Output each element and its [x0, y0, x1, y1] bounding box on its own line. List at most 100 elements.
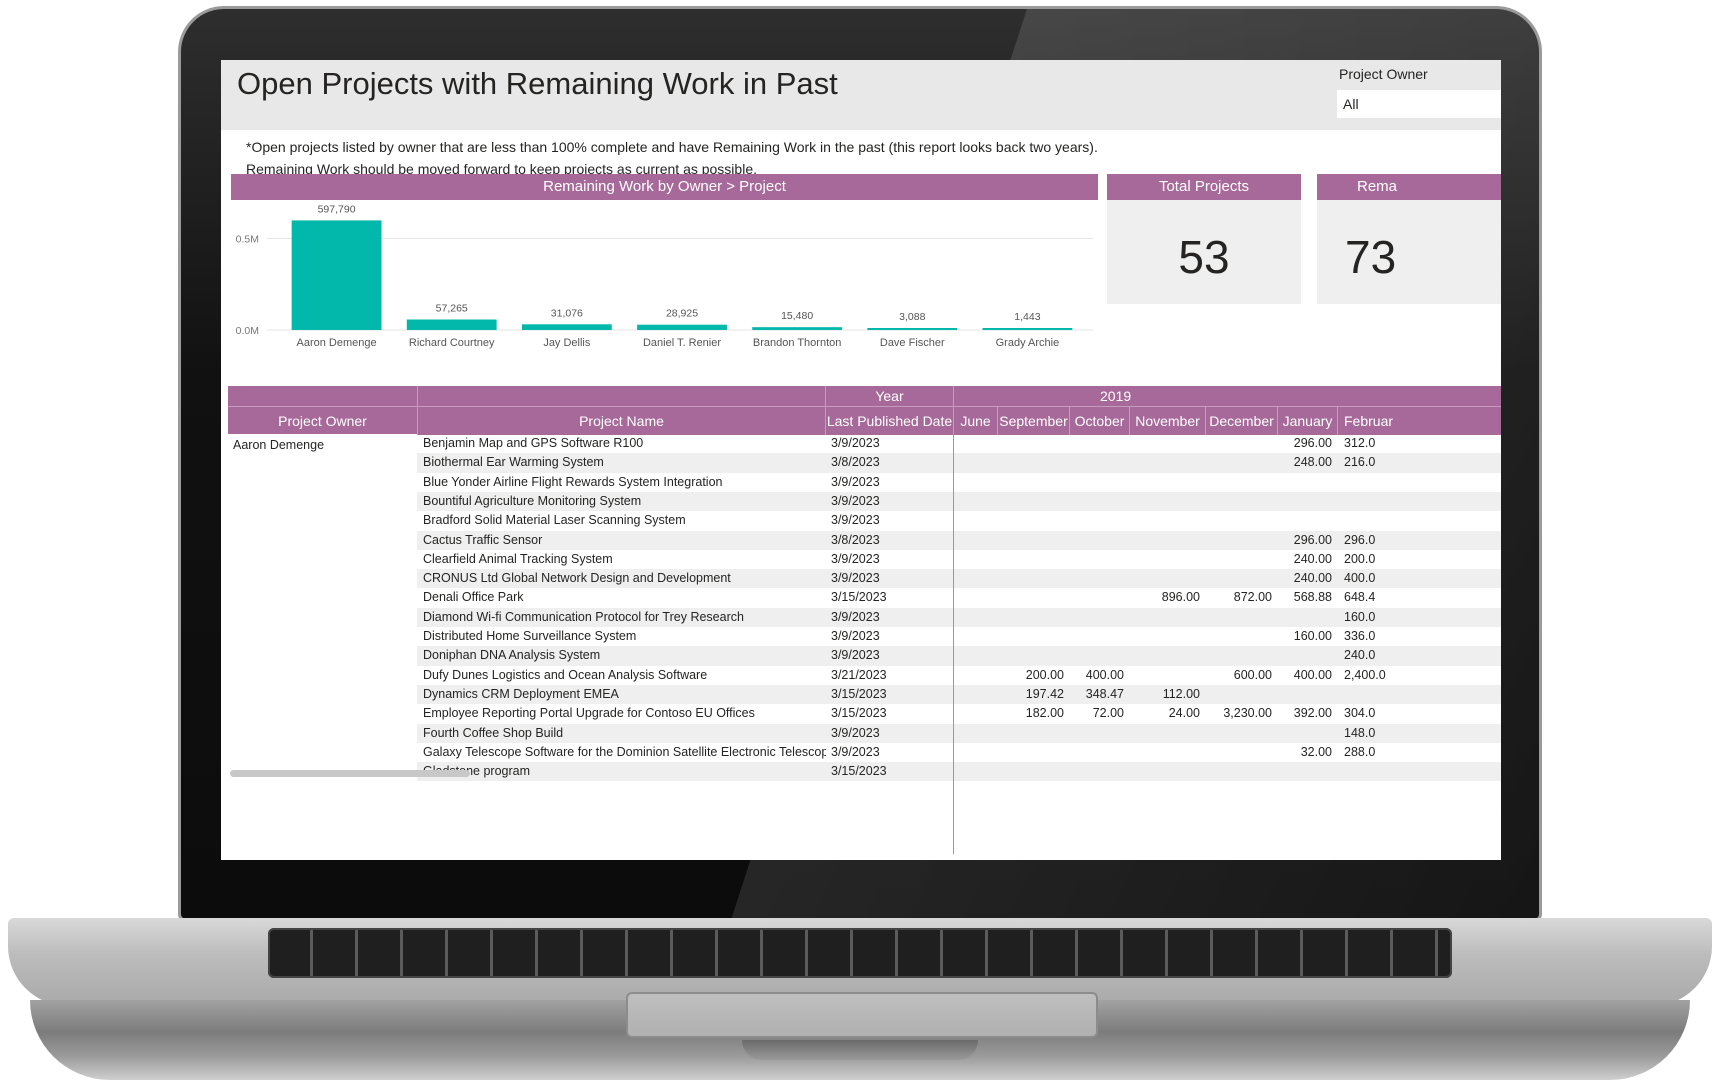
- bar-grady-archie[interactable]: [982, 328, 1073, 330]
- table-row[interactable]: Employee Reporting Portal Upgrade for Co…: [228, 704, 1501, 723]
- cell-project-name: CRONUS Ltd Global Network Design and Dev…: [423, 571, 731, 586]
- cell-last-published-date: 3/9/2023: [831, 744, 880, 759]
- slicer-label: Project Owner: [1339, 66, 1428, 82]
- projects-matrix[interactable]: Year 2019 Project Owner Project Name Last …: [228, 386, 1501, 856]
- table-row[interactable]: Bountiful Agriculture Monitoring System 3…: [228, 491, 1501, 512]
- cell-project-name: Employee Reporting Portal Upgrade for Co…: [423, 706, 755, 721]
- cell-june: [954, 743, 998, 762]
- group-header-year-value: 2019: [1100, 388, 1132, 404]
- cell-june: [954, 453, 998, 472]
- table-row[interactable]: Dufy Dunes Logistics and Ocean Analysis …: [228, 666, 1501, 685]
- cell-last-published-date: 3/15/2023: [831, 590, 887, 605]
- report-screen: Open Projects with Remaining Work in Pas…: [221, 60, 1501, 860]
- column-header-september[interactable]: September: [998, 407, 1070, 435]
- cell-last-published-date: 3/9/2023: [831, 474, 880, 489]
- group-header-blank-1: [228, 386, 418, 406]
- bar-dave-fischer[interactable]: [867, 328, 958, 330]
- data-label: 31,076: [551, 307, 583, 319]
- table-row[interactable]: Biothermal Ear Warming System 3/8/2023 248…: [228, 453, 1501, 473]
- remaining-work-chart[interactable]: 0.0M 0.5M 597,790 Aaron Demenge 57,265 Richar…: [231, 198, 1097, 368]
- table-row[interactable]: Benjamin Map and GPS Software R100 3/9/20…: [228, 434, 1501, 453]
- page-title: Open Projects with Remaining Work in Pas…: [237, 66, 838, 101]
- table-row[interactable]: Denali Office Park 3/15/2023 896.00 872.00 5…: [228, 588, 1501, 607]
- cell-december: [1206, 550, 1278, 569]
- cell-september: 197.42: [1025, 686, 1064, 701]
- cell-october: [1070, 627, 1130, 646]
- cell-october: [1070, 608, 1130, 627]
- cell-february: [1338, 511, 1501, 530]
- cell-june: [954, 473, 998, 492]
- cell-february: 648.4: [1344, 590, 1376, 605]
- column-header-project-name[interactable]: Project Name: [418, 407, 826, 435]
- kpi-remaining-card[interactable]: 73: [1317, 200, 1501, 304]
- column-header-last-published-date[interactable]: Last Published Date: [826, 407, 954, 435]
- table-row[interactable]: Galaxy Telescope Software for the Domini…: [228, 743, 1501, 762]
- table-row[interactable]: Clearfield Animal Tracking System 3/9/202…: [228, 550, 1501, 569]
- table-row[interactable]: Fourth Coffee Shop Build 3/9/2023 148.0: [228, 723, 1501, 743]
- cell-september: [998, 569, 1070, 588]
- bar-brandon-thornton[interactable]: [752, 327, 843, 330]
- cell-last-published-date: 3/9/2023: [831, 436, 880, 450]
- cell-october: [1070, 550, 1130, 569]
- kpi-total-projects-card[interactable]: 53: [1107, 200, 1301, 304]
- cell-october: [1070, 588, 1130, 607]
- column-header-january[interactable]: January: [1278, 407, 1338, 435]
- cell-june: [954, 550, 998, 569]
- column-header-october[interactable]: October: [1070, 407, 1130, 435]
- table-row[interactable]: Gladstone program 3/15/2023: [228, 762, 1501, 782]
- cell-november: 896.00: [1161, 590, 1200, 605]
- cell-october: 72.00: [1092, 706, 1124, 721]
- cell-project-name: Clearfield Animal Tracking System: [423, 551, 613, 566]
- cell-november: [1130, 473, 1206, 492]
- cell-september: [998, 492, 1070, 511]
- project-owner-slicer[interactable]: All: [1337, 90, 1501, 118]
- data-label: 57,265: [436, 303, 468, 315]
- cell-project-name: Diamond Wi-fi Communication Protocol for…: [423, 609, 744, 624]
- cell-last-published-date: 3/15/2023: [831, 706, 887, 721]
- cell-last-published-date: 3/9/2023: [831, 609, 880, 624]
- cell-september: [998, 608, 1070, 627]
- cell-december: [1206, 569, 1278, 588]
- bar-daniel-t-renier[interactable]: [637, 324, 727, 330]
- table-row[interactable]: Bradford Solid Material Laser Scanning S…: [228, 511, 1501, 530]
- cell-november: [1130, 511, 1206, 530]
- table-row[interactable]: CRONUS Ltd Global Network Design and Dev…: [228, 569, 1501, 589]
- cell-last-published-date: 3/9/2023: [831, 571, 880, 586]
- category-label: Richard Courtney: [409, 337, 495, 349]
- cell-december: [1206, 531, 1278, 550]
- table-row[interactable]: Dynamics CRM Deployment EMEA 3/15/2023 197…: [228, 684, 1501, 705]
- cell-last-published-date: 3/9/2023: [831, 629, 880, 643]
- table-row[interactable]: Distributed Home Surveillance System 3/9/…: [228, 627, 1501, 646]
- column-header-project-owner[interactable]: Project Owner: [228, 407, 418, 435]
- cell-last-published-date: 3/9/2023: [831, 551, 880, 566]
- table-row[interactable]: Cactus Traffic Sensor 3/8/2023 296.00 296.0: [228, 530, 1501, 550]
- table-group-header: Year 2019: [228, 386, 1501, 406]
- cell-february: 288.0: [1344, 744, 1376, 759]
- cell-february: 400.0: [1344, 571, 1376, 586]
- table-row[interactable]: Blue Yonder Airline Flight Rewards Syste…: [228, 473, 1501, 492]
- cell-january: 248.00: [1293, 455, 1332, 470]
- column-header-february[interactable]: Februar: [1344, 413, 1394, 429]
- horizontal-scrollbar[interactable]: [230, 770, 470, 777]
- cell-project-name: Gladstone program: [423, 764, 531, 779]
- y-tick-label: 0.5M: [236, 233, 259, 245]
- bar-richard-courtney[interactable]: [406, 319, 497, 330]
- bar-jay-dellis[interactable]: [521, 324, 612, 330]
- cell-november: [1130, 724, 1206, 743]
- category-label: Brandon Thornton: [753, 337, 841, 349]
- column-header-december[interactable]: December: [1206, 407, 1278, 435]
- bar-aaron-demenge[interactable]: [291, 220, 382, 330]
- cell-project-name: Benjamin Map and GPS Software R100: [423, 436, 644, 450]
- column-header-june[interactable]: June: [954, 407, 998, 435]
- cell-june: [954, 492, 998, 511]
- table-row[interactable]: Doniphan DNA Analysis System 3/9/2023 240.…: [228, 646, 1501, 666]
- cell-june: [954, 627, 998, 646]
- cell-project-name: Denali Office Park: [423, 590, 524, 605]
- slicer-value: All: [1343, 96, 1359, 112]
- trackpad: [626, 992, 1098, 1038]
- cell-october: [1070, 453, 1130, 472]
- column-header-november[interactable]: November: [1130, 407, 1206, 435]
- cell-june: [954, 724, 998, 743]
- table-row[interactable]: Diamond Wi-fi Communication Protocol for…: [228, 607, 1501, 627]
- cell-february: [1338, 762, 1501, 781]
